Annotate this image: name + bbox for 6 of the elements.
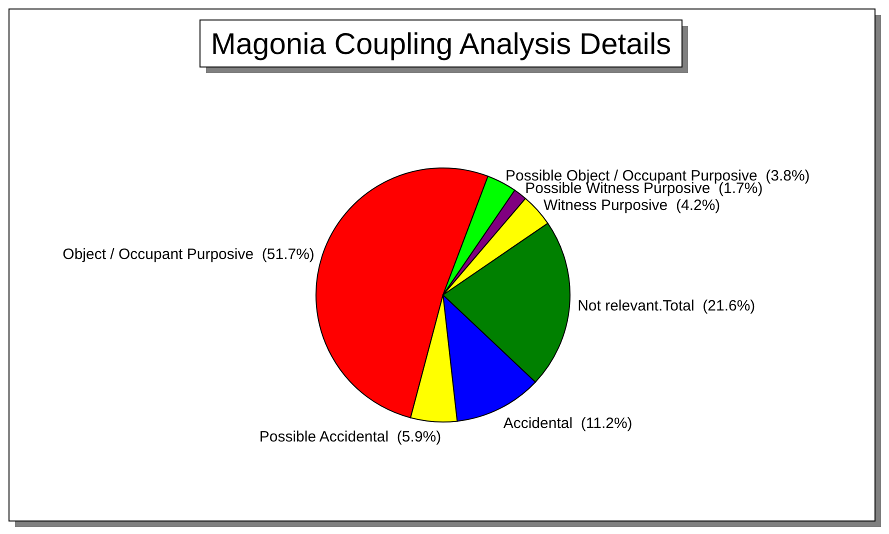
chart-title: Magonia Coupling Analysis Details xyxy=(210,28,672,61)
slice-label: Object / Occupant Purposive (51.7%) xyxy=(62,246,314,263)
slice-label: Not relevant.Total (21.6%) xyxy=(578,298,756,315)
slice-label: Accidental (11.2%) xyxy=(503,414,632,432)
slice-label: Witness Purposive (4.2%) xyxy=(543,196,720,214)
slice-label: Possible Accidental (5.9%) xyxy=(259,428,442,446)
